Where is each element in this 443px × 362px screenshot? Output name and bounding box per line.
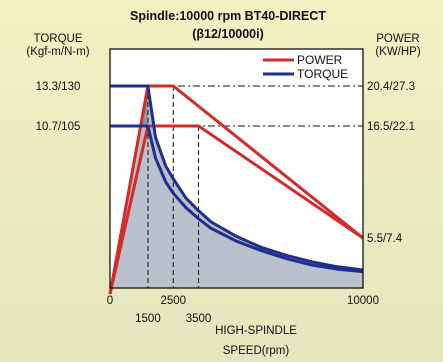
torque-line-1 <box>110 124 364 274</box>
left-axis-title-line1: TORQUE <box>34 33 83 45</box>
x-tick-4: 10000 <box>347 295 379 307</box>
legend-label-power: POWER <box>297 53 343 67</box>
x-tick-2: 2500 <box>160 295 186 307</box>
x-tick-0: 0 <box>107 295 113 307</box>
left-tick-0: 13.3/130 <box>36 81 81 93</box>
right-axis-title-line1: POWER <box>376 33 419 45</box>
right-tick-labels: 20.4/27.3 16.5/22.1 5.5/7.4 <box>367 81 415 245</box>
x-axis-title-line1: HIGH-SPINDLE <box>215 325 297 337</box>
power-line-0 <box>108 124 364 295</box>
legend-label-torque: TORQUE <box>297 67 348 81</box>
right-tick-1: 16.5/22.1 <box>367 121 415 133</box>
left-tick-labels: 13.3/130 10.7/105 <box>36 81 81 133</box>
plot-frame <box>109 48 364 289</box>
chart-title: Spindle:10000 rpm BT40-DIRECT <box>130 9 326 23</box>
x-axis-title-line2: SPEED(rpm) <box>223 345 290 357</box>
right-axis-title-line2: (KW/HP) <box>375 46 421 58</box>
left-axis-title-line2: (Kgf-m/N-m) <box>26 46 89 58</box>
torque-line-0 <box>110 84 364 272</box>
series-lines <box>108 84 364 295</box>
right-tick-0: 20.4/27.3 <box>367 81 415 93</box>
torque-upper-fill <box>110 86 363 288</box>
power-line-1 <box>108 84 364 295</box>
chart-subtitle: (β12/10000i) <box>192 27 264 41</box>
x-tick-1: 1500 <box>135 313 161 325</box>
right-tick-2: 5.5/7.4 <box>367 233 403 245</box>
x-tick-3: 3500 <box>186 313 212 325</box>
left-tick-1: 10.7/105 <box>36 121 81 133</box>
